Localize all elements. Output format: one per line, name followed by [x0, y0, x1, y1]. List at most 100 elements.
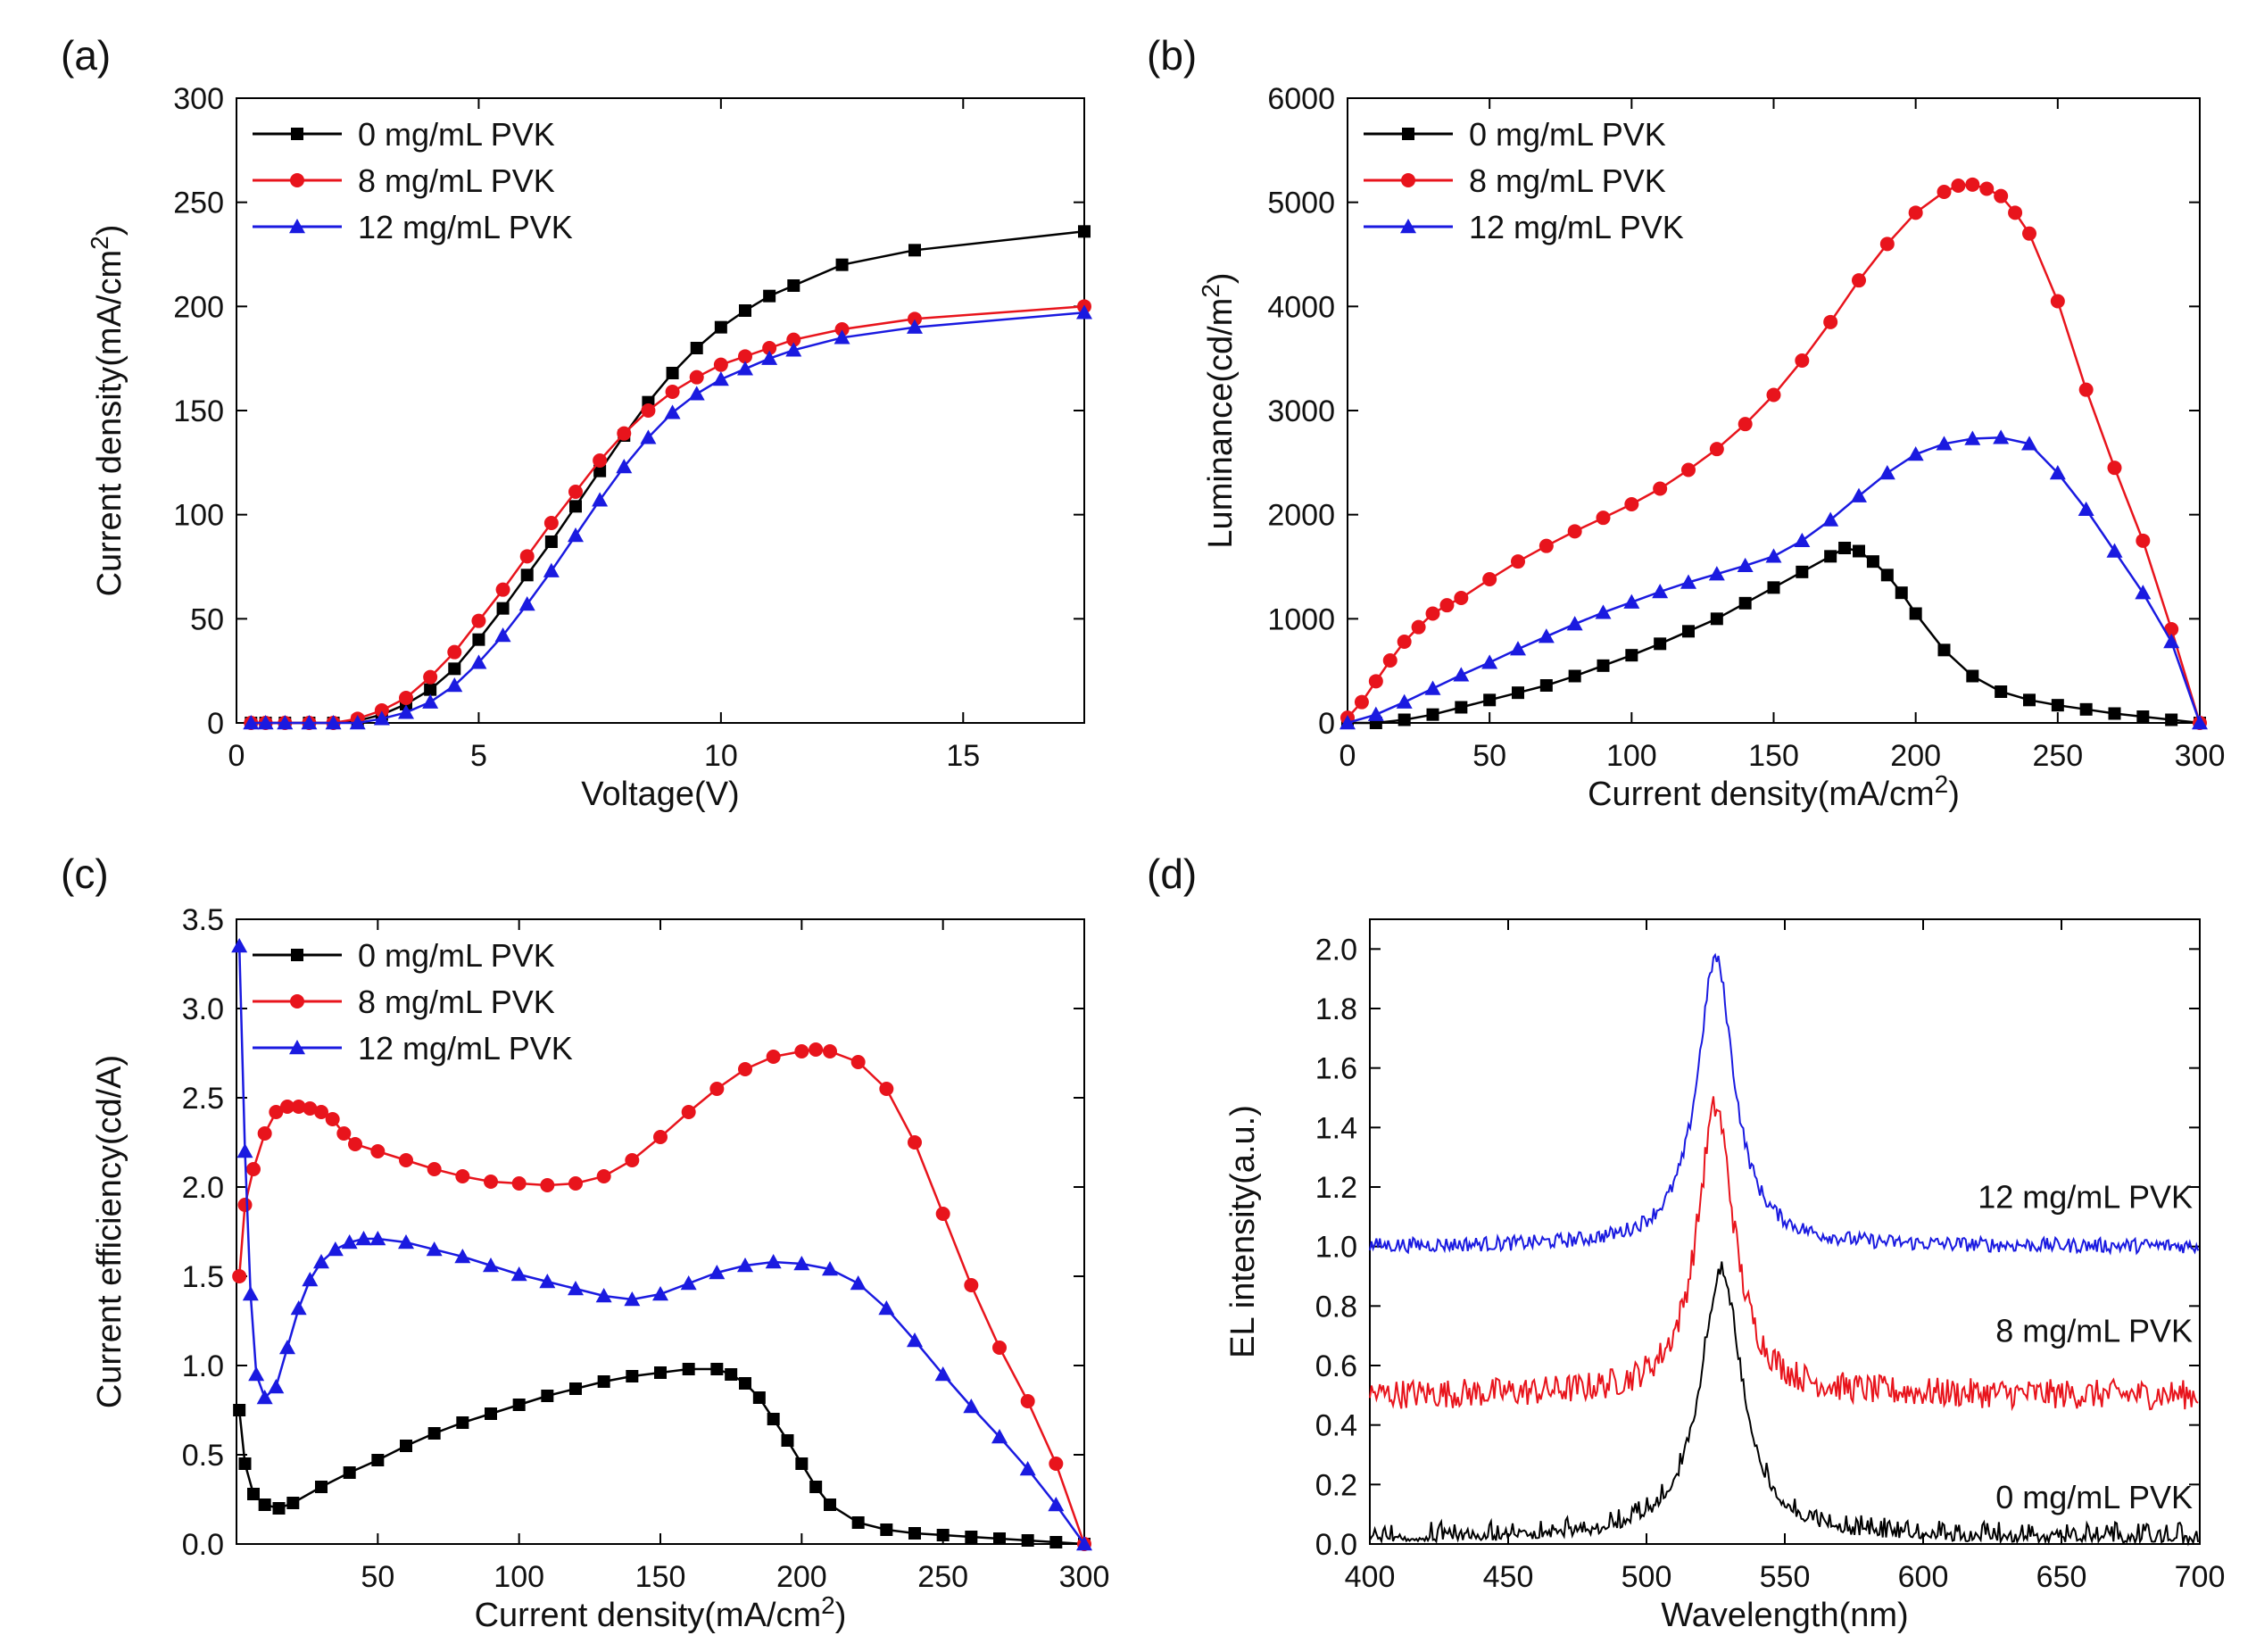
data-point [2163, 634, 2180, 649]
data-point [2164, 622, 2179, 636]
data-point [325, 715, 342, 730]
data-point [302, 1272, 319, 1287]
data-point [935, 1207, 950, 1221]
x-tick-label: 50 [1472, 739, 1506, 773]
x-tick-label: 400 [1345, 1560, 1396, 1594]
data-point [1965, 177, 1980, 192]
y-tick-label: 3.5 [182, 903, 224, 937]
y-tick-label: 5000 [1267, 187, 1335, 220]
legend-label: 0 mg/mL PVK [358, 116, 555, 153]
data-point [1049, 1536, 1063, 1548]
data-point [626, 1370, 639, 1382]
data-point [1823, 314, 1838, 329]
data-point [1838, 542, 1852, 554]
data-point [617, 426, 632, 441]
y-tick-label: 1.5 [182, 1260, 224, 1294]
legend-label: 12 mg/mL PVK [1469, 209, 1684, 245]
data-point [2021, 436, 2037, 451]
data-point [1895, 586, 1908, 600]
x-tick-label: 50 [361, 1560, 394, 1594]
data-point [519, 549, 535, 564]
data-point [348, 1137, 362, 1151]
data-point [472, 633, 485, 646]
y-axis-title: EL intensity(a.u.) [1224, 1105, 1262, 1358]
data-point [688, 386, 705, 401]
y-tick-label: 0.8 [1315, 1290, 1357, 1324]
panel-label: (a) [61, 32, 111, 79]
series-line [237, 1367, 1085, 1546]
data-point [280, 1100, 294, 1114]
spectrum-line [1369, 1096, 2199, 1412]
data-point [1567, 524, 1582, 539]
y-tick-label: 1.8 [1315, 992, 1357, 1026]
data-point [568, 1176, 583, 1191]
data-point [1596, 511, 1611, 526]
data-point [2023, 693, 2036, 707]
data-point [544, 535, 558, 548]
data-point [739, 1377, 751, 1390]
data-point [257, 1126, 272, 1141]
data-point [786, 332, 801, 347]
data-point [427, 1427, 441, 1440]
data-point [301, 715, 318, 730]
data-point [1076, 304, 1092, 320]
data-point [398, 1234, 414, 1249]
data-point [2078, 501, 2094, 517]
data-point [641, 403, 656, 418]
x-axis-title: Wavelength(nm) [1661, 1597, 1908, 1634]
data-point [1625, 649, 1638, 662]
legend-label: 0 mg/mL PVK [358, 937, 555, 974]
x-axis-title: Current density(mA/cm2) [475, 1591, 847, 1634]
data-point [313, 1254, 329, 1269]
data-point [232, 1269, 247, 1283]
data-point [540, 1178, 555, 1192]
data-point [616, 459, 633, 474]
series-line [1348, 546, 2201, 725]
data-point [471, 613, 486, 628]
series-line [1347, 183, 2202, 724]
legend-marker [291, 949, 303, 961]
data-point [371, 1454, 385, 1466]
legend-label: 8 mg/mL PVK [1469, 162, 1666, 199]
data-point [1907, 446, 1924, 461]
data-point [1936, 436, 1953, 451]
data-point [1681, 462, 1696, 477]
data-point [1824, 550, 1837, 563]
legend-marker [1401, 173, 1415, 187]
legend-marker [1402, 128, 1414, 140]
data-point [258, 1498, 271, 1511]
data-point [2136, 533, 2151, 548]
data-point [1993, 429, 2010, 444]
data-point [398, 704, 414, 719]
data-point [1654, 637, 1667, 651]
data-point [399, 691, 413, 705]
data-point [963, 1399, 980, 1414]
x-tick-label: 300 [2175, 739, 2226, 773]
data-point [761, 350, 778, 365]
data-point [1511, 554, 1525, 569]
y-tick-label: 2.0 [1315, 933, 1357, 967]
y-tick-label: 50 [190, 602, 224, 636]
y-tick-label: 300 [173, 82, 224, 116]
data-point [652, 1286, 668, 1301]
data-point [1481, 654, 1498, 669]
legend-marker [289, 1040, 305, 1055]
data-point [689, 369, 704, 385]
data-point [370, 1144, 386, 1158]
data-point [1538, 628, 1555, 643]
data-point [247, 1488, 260, 1500]
x-tick-label: 0 [228, 739, 245, 773]
plot-frame [1369, 918, 2201, 1545]
data-point [1767, 581, 1780, 594]
data-point [568, 527, 584, 543]
data-point [965, 1531, 978, 1543]
data-point [290, 1300, 307, 1316]
data-point [1623, 594, 1640, 609]
data-point [314, 1105, 328, 1119]
y-tick-label: 1.0 [182, 1349, 224, 1383]
data-point [1397, 635, 1412, 649]
series-label: 0 mg/mL PVK [1995, 1479, 2193, 1515]
data-point [1021, 1534, 1034, 1547]
data-point [1738, 417, 1753, 432]
data-point [964, 1278, 979, 1292]
